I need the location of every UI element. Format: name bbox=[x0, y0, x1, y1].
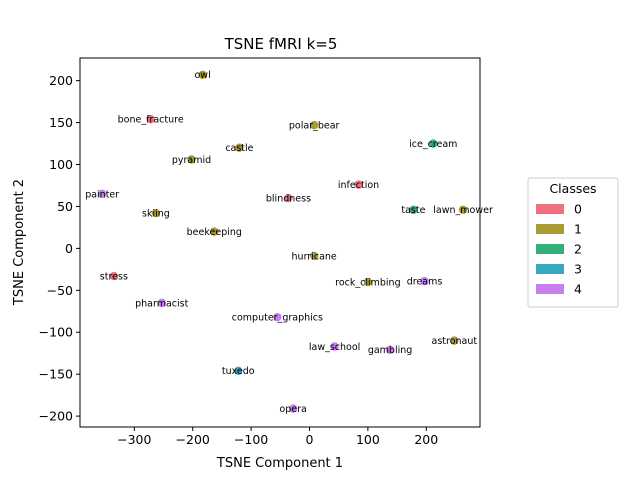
legend-swatch-3 bbox=[536, 264, 564, 274]
y-tick-label: 200 bbox=[49, 73, 73, 88]
point-ice-cream bbox=[429, 139, 438, 148]
point-stress bbox=[109, 271, 119, 281]
point-tuxedo bbox=[234, 366, 243, 376]
legend-label: 2 bbox=[574, 242, 582, 257]
point-owl bbox=[198, 70, 207, 79]
point-polar-bear bbox=[309, 120, 319, 130]
y-tick-label: 100 bbox=[49, 157, 73, 172]
y-axis-ticks: −200 −150 −100 −50 0 50 100 150 200 bbox=[39, 73, 80, 424]
point-taste bbox=[409, 205, 418, 214]
legend-swatch-1 bbox=[536, 224, 564, 234]
point-label: astronaut bbox=[432, 336, 478, 347]
point-castle bbox=[235, 143, 244, 152]
point-pharmacist bbox=[157, 298, 166, 308]
legend-label: 4 bbox=[574, 282, 582, 297]
point-label: gambling bbox=[368, 345, 412, 356]
legend-swatch-0 bbox=[536, 204, 564, 214]
x-tick-label: −300 bbox=[117, 432, 151, 447]
point-bone-fracture bbox=[146, 115, 155, 124]
point-astronaut bbox=[450, 336, 459, 345]
point-label: polar_bear bbox=[289, 120, 340, 131]
legend: Classes 0 1 2 3 4 bbox=[527, 177, 619, 308]
legend-swatch-4 bbox=[536, 284, 564, 294]
legend-title: Classes bbox=[549, 181, 596, 196]
point-pyramid bbox=[187, 155, 196, 164]
point-blindness bbox=[284, 193, 293, 203]
point-infection bbox=[354, 180, 363, 189]
point-label: painter bbox=[85, 189, 119, 200]
point-label: hurricane bbox=[292, 251, 337, 262]
point-label: taste bbox=[401, 205, 425, 216]
y-axis-label: TSNE Component 2 bbox=[12, 179, 27, 306]
point-opera bbox=[288, 404, 298, 413]
point-computer-graphics bbox=[273, 312, 282, 322]
point-label: bone_fracture bbox=[118, 115, 184, 126]
point-label: skiing bbox=[142, 209, 170, 220]
x-axis-ticks: −300 −200 −100 0 100 200 bbox=[117, 427, 438, 447]
legend-swatch-2 bbox=[536, 244, 564, 254]
y-tick-label: 150 bbox=[49, 115, 73, 130]
point-label: ice_cream bbox=[409, 139, 457, 150]
point-label: blindness bbox=[266, 193, 311, 204]
x-tick-label: −200 bbox=[176, 432, 210, 447]
x-tick-label: 200 bbox=[414, 432, 438, 447]
point-label: castle bbox=[225, 143, 253, 154]
x-tick-label: 100 bbox=[356, 432, 380, 447]
y-tick-label: −200 bbox=[39, 409, 73, 424]
point-label: dreams bbox=[407, 276, 443, 287]
point-label: law_school bbox=[309, 342, 360, 353]
point-dreams bbox=[420, 276, 429, 286]
legend-entries: 0 1 2 3 4 bbox=[536, 202, 582, 297]
legend-label: 1 bbox=[574, 222, 582, 237]
point-label: pharmacist bbox=[135, 298, 188, 309]
y-tick-label: −50 bbox=[47, 283, 73, 298]
point-painter bbox=[97, 189, 107, 199]
x-tick-label: 0 bbox=[306, 432, 314, 447]
y-tick-label: −150 bbox=[39, 367, 73, 382]
point-label: lawn_mower bbox=[433, 205, 493, 216]
legend-label: 3 bbox=[574, 262, 582, 277]
point-label: pyramid bbox=[172, 155, 211, 166]
point-label: tuxedo bbox=[222, 366, 255, 377]
point-law-school bbox=[330, 342, 339, 351]
y-tick-label: −100 bbox=[39, 325, 73, 340]
point-label: computer_graphics bbox=[232, 313, 323, 324]
point-hurricane bbox=[309, 251, 319, 261]
point-skiing bbox=[151, 208, 161, 218]
x-tick-label: −100 bbox=[234, 432, 268, 447]
point-label: owl bbox=[195, 70, 211, 81]
point-label: opera bbox=[279, 404, 306, 415]
point-beekeeping bbox=[210, 227, 219, 236]
chart-title: TSNE fMRI k=5 bbox=[224, 35, 338, 53]
point-label: infection bbox=[338, 180, 379, 191]
legend-label: 0 bbox=[574, 202, 582, 217]
y-tick-label: 0 bbox=[65, 241, 73, 256]
point-lawn-mower bbox=[458, 205, 468, 214]
point-label: rock_climbing bbox=[335, 277, 400, 288]
points-layer bbox=[97, 70, 468, 413]
plot-frame bbox=[79, 57, 481, 428]
point-rock-climbing bbox=[363, 277, 373, 287]
point-label: beekeeping bbox=[187, 227, 242, 238]
point-label: stress bbox=[100, 271, 128, 282]
x-axis-label: TSNE Component 1 bbox=[216, 456, 343, 471]
y-tick-label: 50 bbox=[57, 199, 73, 214]
point-gambling bbox=[385, 345, 395, 355]
